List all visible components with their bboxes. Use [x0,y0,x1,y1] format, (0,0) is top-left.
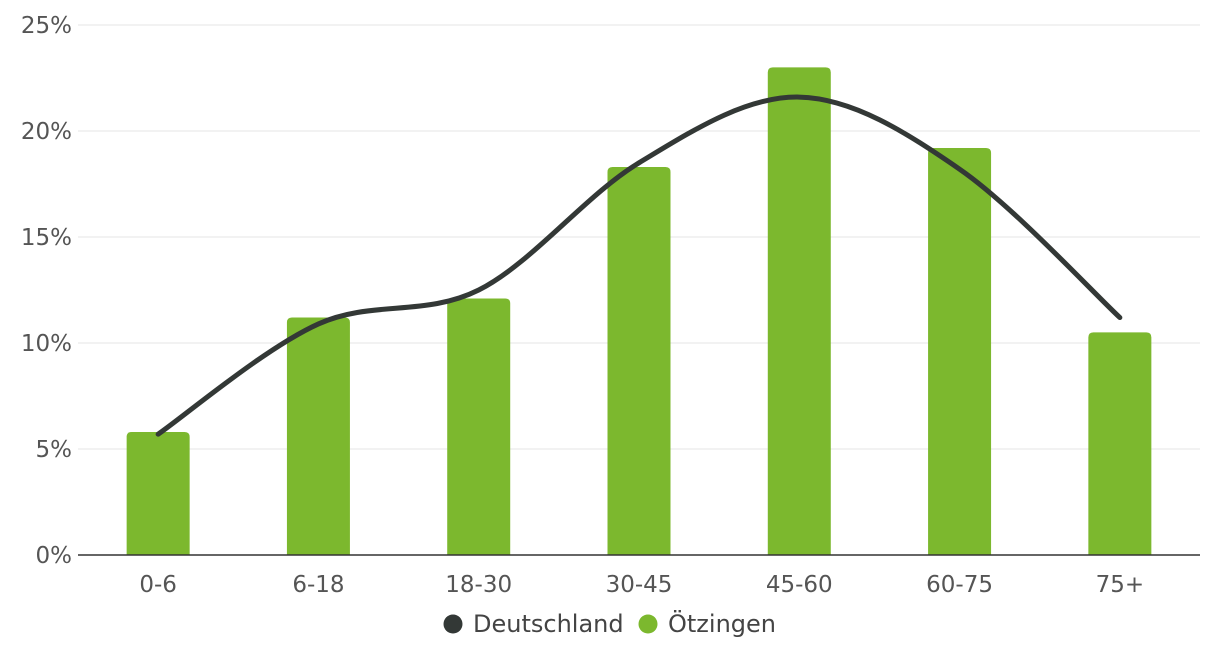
x-tick-label: 30-45 [606,572,673,598]
bar-6-18[interactable] [286,317,350,555]
bar-75+[interactable] [1088,332,1152,555]
legend-item-Deutschland[interactable]: Deutschland [443,610,624,638]
x-tick-label: 75+ [1096,572,1145,598]
y-tick-label: 0% [36,543,73,569]
x-tick-label: 60-75 [926,572,993,598]
bar-0-6[interactable] [126,432,190,555]
legend-marker [638,614,658,634]
y-tick-label: 5% [36,437,73,463]
legend-label: Deutschland [473,610,624,638]
x-tick-label: 45-60 [766,572,833,598]
line-series-Deutschland[interactable] [155,94,1123,437]
y-tick-label: 15% [21,225,72,251]
bar-30-45[interactable] [607,167,671,556]
bar-60-75[interactable] [928,147,992,555]
axis-layer: 0% 5% 10% 15% 20% 25% 0-6 6-18 18-30 30-45 45-60 60… [21,13,1200,598]
y-tick-label: 10% [21,331,72,357]
bar-layer [126,67,1152,556]
legend-label: Ötzingen [668,609,776,638]
legend-item-Ötzingen[interactable]: Ötzingen [638,609,777,638]
y-tick-label: 25% [21,13,72,39]
bar-45-60[interactable] [767,67,831,556]
x-tick-label: 6-18 [292,572,344,598]
x-tick-label: 0-6 [139,572,177,598]
x-tick-label: 18-30 [445,572,512,598]
legend-marker [443,614,463,634]
y-tick-label: 20% [21,119,72,145]
legend[interactable]: Deutschland Ötzingen [443,609,777,638]
bar-18-30[interactable] [447,298,511,555]
line-layer [155,94,1123,437]
